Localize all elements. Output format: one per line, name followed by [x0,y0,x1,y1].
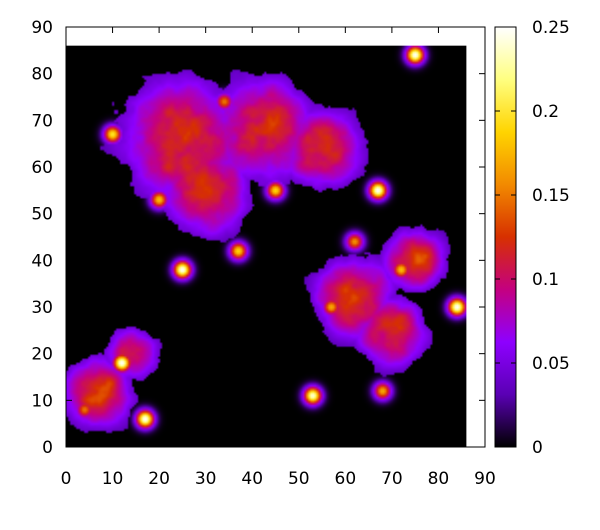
y-tick-label: 40 [31,251,53,271]
y-tick-label: 30 [31,298,53,318]
colorbar-tick-label: 0.25 [532,18,570,38]
colorbar-tick-label: 0.15 [532,186,570,206]
y-tick-label: 50 [31,205,53,225]
x-tick-label: 0 [61,469,72,489]
x-tick-label: 30 [195,469,217,489]
y-tick-label: 0 [42,438,53,458]
x-axis: 0 10 20 30 40 50 60 70 80 90 [61,27,496,489]
y-tick-label: 80 [31,65,53,85]
y-tick-label: 60 [31,158,53,178]
colorbar-axis: 0 0.05 0.1 0.15 0.2 0.25 [495,18,570,458]
plot-frame [65,26,486,448]
y-tick-label: 90 [31,18,53,38]
colorbar-tick-label: 0.05 [532,354,570,374]
y-tick-label: 20 [31,345,53,365]
colorbar-tick-label: 0 [532,438,543,458]
y-tick-label: 10 [31,391,53,411]
x-tick-label: 40 [241,469,263,489]
x-tick-label: 90 [474,469,496,489]
x-tick-label: 50 [288,469,310,489]
heatmap-raster [66,45,467,448]
x-tick-label: 60 [335,469,357,489]
colorbar-tick-label: 0.2 [532,102,559,122]
x-tick-label: 10 [102,469,124,489]
y-tick-label: 70 [31,111,53,131]
colorbar-tick-label: 0.1 [532,270,559,290]
x-tick-label: 80 [428,469,450,489]
colorbar [494,26,517,448]
x-tick-label: 20 [148,469,170,489]
y-axis: 0 10 20 30 40 50 60 70 80 90 [31,18,485,458]
x-tick-label: 70 [381,469,403,489]
plot-border [65,26,486,448]
